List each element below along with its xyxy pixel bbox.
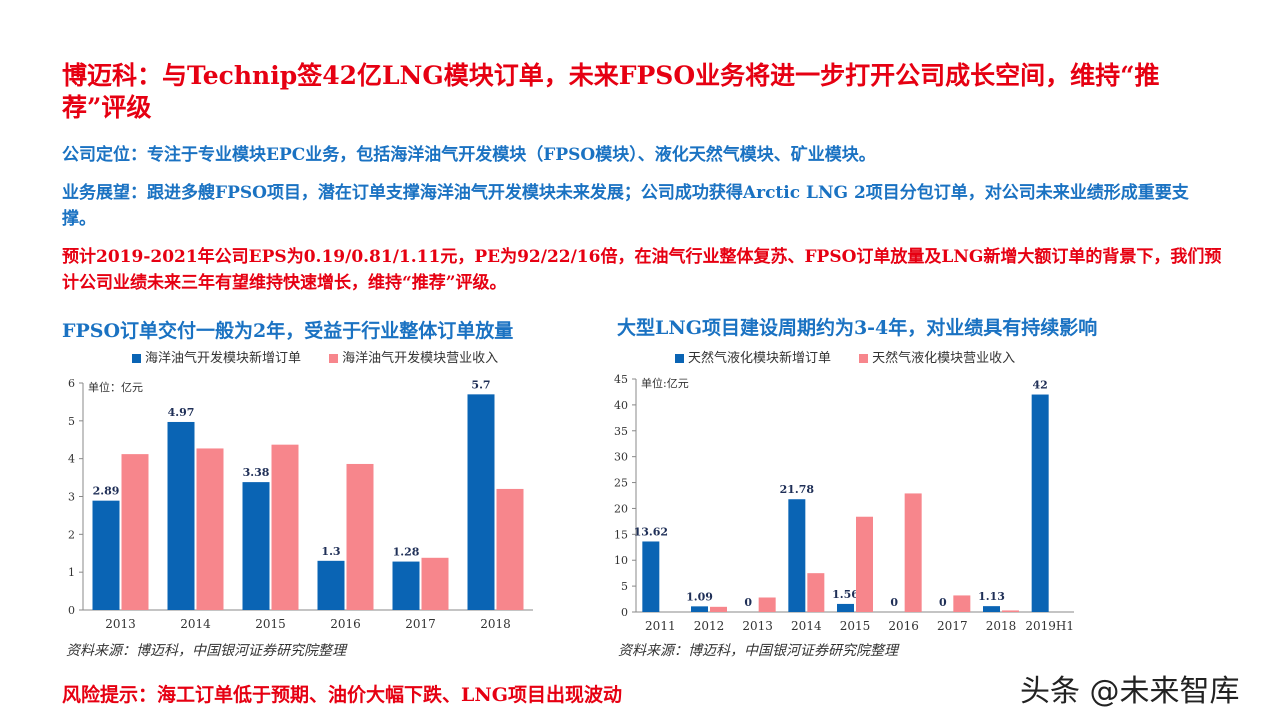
chart2-data-label: 21.78: [780, 483, 815, 496]
chart2-bar-orders: [691, 606, 708, 612]
chart1-ytick-label: 1: [68, 566, 75, 579]
chart2-data-label: 0: [890, 596, 898, 609]
chart2-category-label: 2017: [937, 619, 968, 633]
chart2-legend: 天然气液化模块新增订单 天然气液化模块营业收入: [675, 347, 1039, 366]
chart2-category-label: 2011: [645, 619, 676, 633]
chart1-bar-orders: [167, 421, 195, 610]
chart2-ytick-label: 0: [621, 606, 628, 619]
chart2-ytick-label: 40: [614, 399, 628, 412]
watermark: 头条 @未来智库: [1020, 674, 1240, 709]
chart1-ytick-label: 0: [68, 604, 75, 617]
chart1-ytick-label: 5: [68, 415, 75, 428]
chart1-ytick-label: 6: [68, 377, 75, 390]
business-outlook: 业务展望：跟进多艘FPSO项目，潜在订单支撑海洋油气开发模块未来发展；公司成功获…: [62, 183, 1189, 229]
chart1-bar-orders: [392, 561, 420, 610]
risk-warning: 风险提示：海工订单低于预期、油价大幅下跌、LNG项目出现波动: [62, 684, 622, 706]
chart2-legend-series1: 天然气液化模块新增订单: [675, 351, 831, 366]
chart1-data-label: 4.97: [168, 406, 195, 419]
chart2-ytick-label: 35: [614, 425, 628, 438]
chart2-category-label: 2019H1: [1025, 619, 1074, 633]
chart2-ytick-label: 45: [614, 373, 628, 386]
chart1-bar-revenue: [421, 557, 449, 610]
chart2-data-label: 42: [1033, 379, 1048, 392]
chart1-bar-orders: [92, 500, 120, 610]
chart2-bar-revenue: [856, 516, 873, 612]
chart2-bar-orders: [788, 499, 806, 612]
chart2-bar-revenue: [953, 595, 971, 612]
earnings-forecast: 预计2019-2021年公司EPS为0.19/0.81/1.11元，PE为92/…: [62, 247, 1222, 293]
chart1-unit-note: 单位：亿元: [88, 380, 143, 394]
chart2-bar-revenue: [904, 493, 922, 612]
chart2-ytick-label: 20: [614, 502, 628, 515]
chart1-data-label: 1.3: [321, 545, 340, 558]
chart2-category-label: 2016: [888, 619, 919, 633]
chart2-bar-orders: [837, 603, 854, 612]
chart1-category-label: 2018: [480, 617, 511, 631]
chart2-data-label: 1.13: [978, 590, 1005, 603]
chart1-title: FPSO订单交付一般为2年，受益于行业整体订单放量: [62, 320, 514, 342]
chart1-legend-series1: 海洋油气开发模块新增订单: [132, 351, 301, 366]
chart1-data-label: 2.89: [93, 485, 120, 498]
chart2-bar-revenue: [1002, 610, 1019, 612]
chart2-plot: 0 5 10 15 20 25 30 35 40 45 单位:亿元 13.62 2011 1.09 2012…: [614, 373, 1074, 633]
chart1-ytick-label: 4: [68, 453, 75, 466]
chart1-category-label: 2014: [180, 617, 211, 631]
chart1-category-label: 2013: [105, 617, 136, 631]
chart2-category-label: 2015: [840, 619, 871, 633]
chart1-bar-revenue: [196, 448, 224, 610]
chart2-legend-series2: 天然气液化模块营业收入: [859, 351, 1015, 366]
chart2-title: 大型LNG项目建设周期约为3-4年，对业绩具有持续影响: [617, 317, 1098, 339]
chart2-ytick-label: 25: [614, 477, 628, 490]
chart2-bar-orders: [642, 541, 660, 612]
chart1-data-label: 5.7: [471, 378, 490, 391]
chart1-ytick-label: 3: [68, 491, 75, 504]
chart1-bar-orders: [467, 394, 495, 610]
chart2-bar-orders: [1031, 394, 1049, 612]
chart1-bar-revenue: [121, 454, 149, 610]
chart2-category-label: 2013: [742, 619, 773, 633]
chart2-bar-revenue: [710, 606, 727, 612]
chart2-ytick-label: 15: [614, 528, 628, 541]
chart2-unit-note: 单位:亿元: [641, 376, 689, 390]
chart1-data-label: 1.28: [393, 546, 420, 559]
chart1-category-label: 2016: [330, 617, 361, 631]
chart2-ytick-label: 30: [614, 451, 628, 464]
chart2-bar-orders: [983, 606, 1000, 612]
chart1-bar-orders: [242, 482, 270, 610]
chart1-category-label: 2015: [255, 617, 286, 631]
chart1-bar-orders: [317, 560, 345, 610]
chart1-ytick-label: 2: [68, 528, 75, 541]
chart2-data-label: 13.62: [634, 525, 668, 538]
chart2-data-label: 0: [939, 596, 947, 609]
company-positioning: 公司定位：专注于专业模块EPC业务，包括海洋油气开发模块（FPSO模块）、液化天…: [62, 145, 876, 165]
chart2-bar-revenue: [758, 597, 776, 612]
chart1-source: 资料来源：博迈科，中国银河证券研究院整理: [66, 643, 346, 659]
chart2-category-label: 2014: [791, 619, 822, 633]
chart2-ytick-label: 10: [614, 554, 628, 567]
chart2-data-label: 1.09: [686, 590, 713, 603]
chart1-data-label: 3.38: [243, 466, 270, 479]
chart2-data-label: 1.56: [832, 588, 859, 601]
chart1-bar-revenue: [346, 463, 374, 610]
chart1-legend-series2: 海洋油气开发模块营业收入: [329, 351, 498, 366]
chart1-legend: 海洋油气开发模块新增订单 海洋油气开发模块营业收入: [132, 347, 522, 366]
chart2-source: 资料来源：博迈科，中国银河证券研究院整理: [618, 643, 898, 659]
chart2-bar-revenue: [807, 573, 825, 612]
chart2-ytick-label: 5: [621, 580, 628, 593]
slide-title: 博迈科：与Technip签42亿LNG模块订单，未来FPSO业务将进一步打开公司…: [62, 61, 1160, 122]
chart1-category-label: 2017: [405, 617, 436, 631]
chart1-bar-revenue: [271, 444, 299, 610]
chart2-data-label: 0: [744, 596, 752, 609]
chart2-category-label: 2012: [694, 619, 725, 633]
chart1-bar-revenue: [496, 488, 524, 610]
chart2-category-label: 2018: [986, 619, 1017, 633]
chart1-plot: 0 1 2 3 4 5 6 单位：亿元 2.89 2013 4.97 2014 3.38 2015 1.3 2…: [68, 377, 533, 631]
